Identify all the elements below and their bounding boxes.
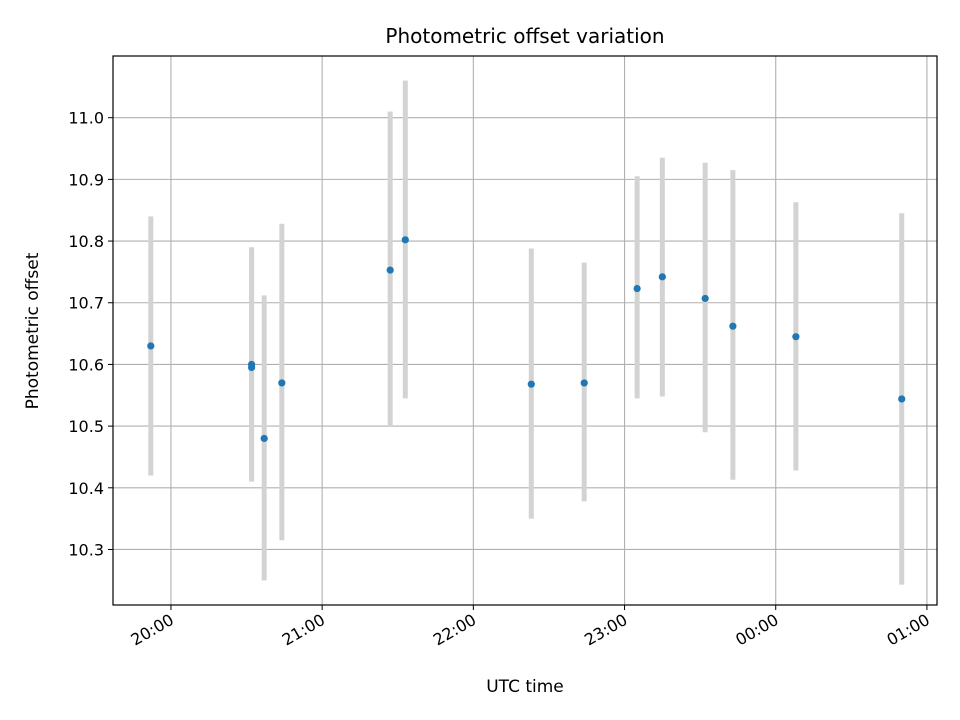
data-point [401, 236, 409, 244]
data-point [278, 379, 286, 387]
y-axis-label: Photometric offset [23, 252, 43, 409]
x-tick-label: 22:00 [430, 610, 479, 650]
data-points [147, 236, 906, 443]
x-tick-label: 20:00 [128, 610, 177, 650]
chart-title: Photometric offset variation [385, 24, 664, 48]
data-point [658, 273, 666, 281]
x-axis: 20:00 21:00 22:00 23:00 00:00 01:00 [128, 605, 933, 650]
data-point [527, 380, 535, 388]
x-tick-label: 01:00 [883, 610, 932, 650]
x-tick-label: 23:00 [581, 610, 630, 650]
data-point [729, 322, 737, 330]
y-tick-label: 11.0 [68, 109, 104, 128]
x-axis-label: UTC time [486, 677, 564, 697]
y-tick-label: 10.4 [68, 479, 104, 498]
error-bars [148, 80, 905, 585]
x-tick-label: 21:00 [279, 610, 328, 650]
data-point [792, 333, 800, 341]
y-tick-label: 10.8 [68, 232, 104, 251]
y-tick-label: 10.7 [68, 294, 104, 313]
y-tick-label: 10.9 [68, 170, 104, 189]
plot-frame [112, 55, 938, 606]
grid [113, 56, 937, 605]
y-tick-label: 10.5 [68, 417, 104, 436]
data-point [147, 342, 155, 350]
data-point [898, 395, 906, 403]
data-point [580, 379, 588, 387]
y-axis: 10.3 10.4 10.5 10.6 10.7 10.8 10.9 11.0 [68, 109, 113, 559]
x-tick-label: 00:00 [732, 610, 781, 650]
data-point [247, 363, 256, 372]
data-point [701, 294, 709, 303]
y-tick-label: 10.3 [68, 540, 104, 559]
y-tick-label: 10.6 [68, 355, 104, 374]
data-point [260, 434, 268, 443]
data-point [633, 284, 641, 293]
data-point [386, 266, 394, 274]
